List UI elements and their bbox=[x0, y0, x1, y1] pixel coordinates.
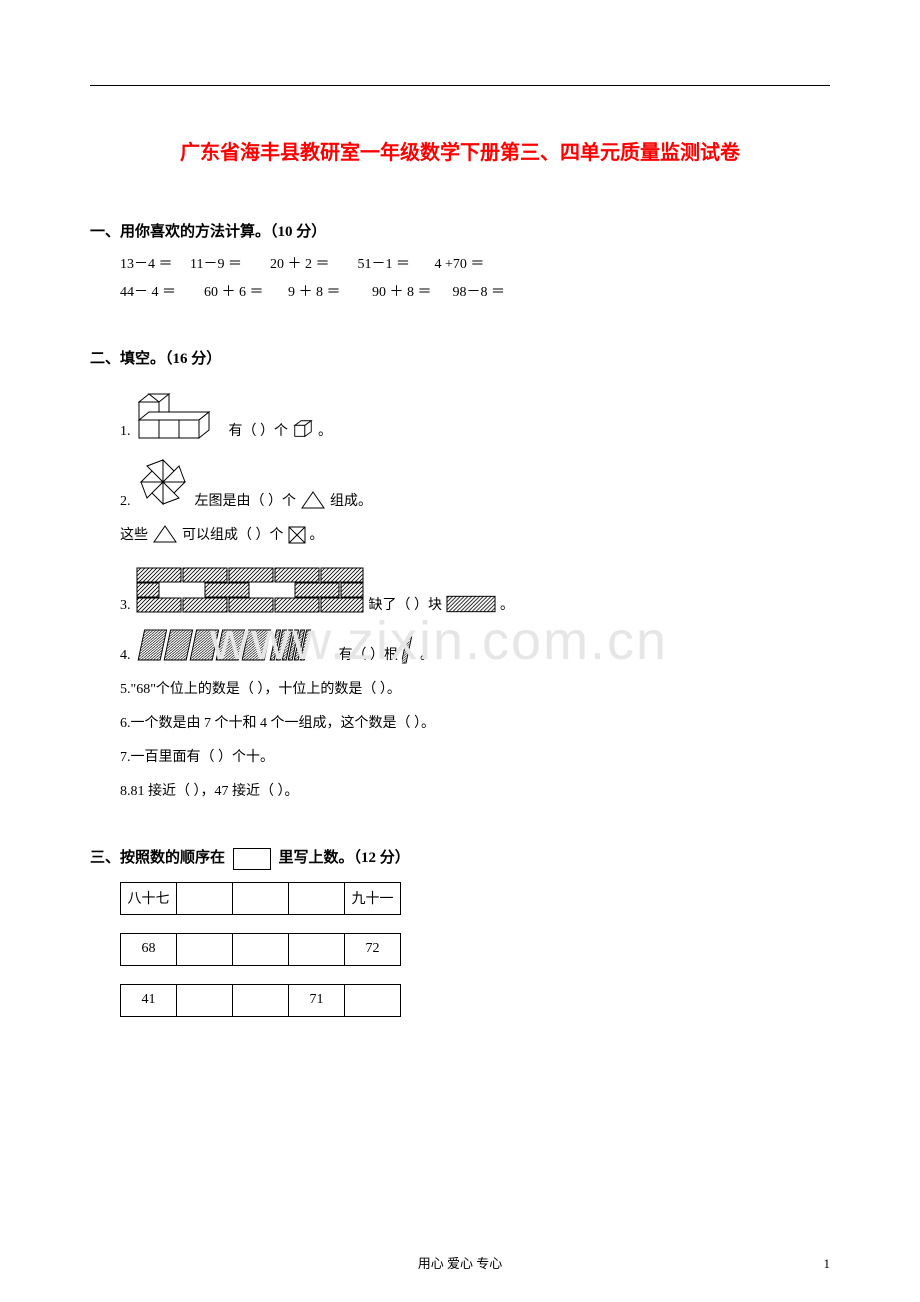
q2-6: 6.一个数是由 7 个十和 4 个一组成，这个数是（ ）。 bbox=[120, 708, 830, 732]
q2-2: 2. 左图是由（ ）个 组成。 bbox=[120, 450, 830, 510]
q2-2b: 这些 可以组成（ ）个 。 bbox=[120, 520, 830, 544]
seq-table-2: 68 72 bbox=[120, 933, 401, 966]
pinwheel-icon bbox=[135, 454, 191, 510]
q2f: 。 bbox=[310, 524, 324, 544]
cube-stack-icon bbox=[135, 382, 225, 440]
triangle-icon-2 bbox=[152, 524, 178, 544]
q1-label: 1. bbox=[120, 424, 131, 440]
q2-text1: 左图是由（ ）个 bbox=[195, 490, 297, 510]
section1-head: 一、用你喜欢的方法计算。（10 分） bbox=[90, 220, 830, 241]
cell bbox=[177, 984, 233, 1016]
q1-end: 。 bbox=[318, 420, 332, 440]
brick-wall-icon bbox=[135, 566, 365, 614]
top-rule bbox=[90, 85, 830, 86]
q2-1: 1. 有（ ）个 。 bbox=[120, 380, 830, 440]
q2-7: 7.一百里面有（ ）个十。 bbox=[120, 742, 830, 766]
cell: 八十七 bbox=[121, 882, 177, 914]
q3-text: 缺了（ ）块 bbox=[369, 594, 443, 614]
q3-end: 。 bbox=[500, 594, 514, 614]
section3-head: 三、按照数的顺序在 里写上数。（12 分） bbox=[90, 846, 830, 870]
brick-icon bbox=[446, 594, 496, 614]
square-x-icon bbox=[288, 526, 306, 544]
q1-text: 有（ ）个 bbox=[229, 420, 289, 440]
cell bbox=[289, 933, 345, 965]
q2d: 这些 bbox=[120, 524, 148, 544]
cell bbox=[289, 882, 345, 914]
s3a: 三、按照数的顺序在 bbox=[90, 850, 229, 866]
exam-title: 广东省海丰县教研室一年级数学下册第三、四单元质量监测试卷 bbox=[90, 136, 830, 165]
triangle-icon bbox=[300, 490, 326, 510]
sticks-bundle-icon bbox=[135, 628, 335, 664]
cell: 72 bbox=[345, 933, 401, 965]
q2-4: 4. 有（ ）根 。 bbox=[120, 624, 830, 664]
cube-icon bbox=[292, 418, 314, 440]
q4-end: 。 bbox=[420, 644, 434, 664]
stick-icon bbox=[402, 636, 416, 664]
seq-table-1: 八十七 九十一 bbox=[120, 882, 401, 915]
page-number: 1 bbox=[824, 1256, 831, 1272]
q4-text: 有（ ）根 bbox=[339, 644, 399, 664]
q2-label: 2. bbox=[120, 494, 131, 510]
seq-table-3: 41 71 bbox=[120, 984, 401, 1017]
calc-row-2: 44－ 4 ＝ 60 ＋ 6 ＝ 9 ＋ 8 ＝ 90 ＋ 8 ＝ 98－8 ＝ bbox=[120, 281, 830, 301]
q3-label: 3. bbox=[120, 598, 131, 614]
cell bbox=[233, 984, 289, 1016]
cell bbox=[233, 933, 289, 965]
cell: 九十一 bbox=[345, 882, 401, 914]
cell bbox=[233, 882, 289, 914]
cell bbox=[345, 984, 401, 1016]
cell: 68 bbox=[121, 933, 177, 965]
cell: 41 bbox=[121, 984, 177, 1016]
cell: 71 bbox=[289, 984, 345, 1016]
s3b: 里写上数。（12 分） bbox=[275, 850, 410, 866]
q4-label: 4. bbox=[120, 648, 131, 664]
footer-text: 用心 爱心 专心 bbox=[0, 1253, 920, 1272]
cell bbox=[177, 933, 233, 965]
calc-row-1: 13－4 ＝ 11－9 ＝ 20 ＋ 2 ＝ 51－1 ＝ 4 +70 ＝ bbox=[120, 253, 830, 273]
q2e: 可以组成（ ）个 bbox=[182, 524, 284, 544]
q2-text2: 组成。 bbox=[330, 490, 372, 510]
section2-head: 二、填空。（16 分） bbox=[90, 347, 830, 368]
q2-3: 3. 缺了（ ）块 。 bbox=[120, 554, 830, 614]
q2-8: 8.81 接近（ ），47 接近（ ）。 bbox=[120, 776, 830, 800]
box-icon bbox=[233, 848, 271, 870]
q2-5: 5."68"个位上的数是（ ），十位上的数是（ ）。 bbox=[120, 674, 830, 698]
cell bbox=[177, 882, 233, 914]
